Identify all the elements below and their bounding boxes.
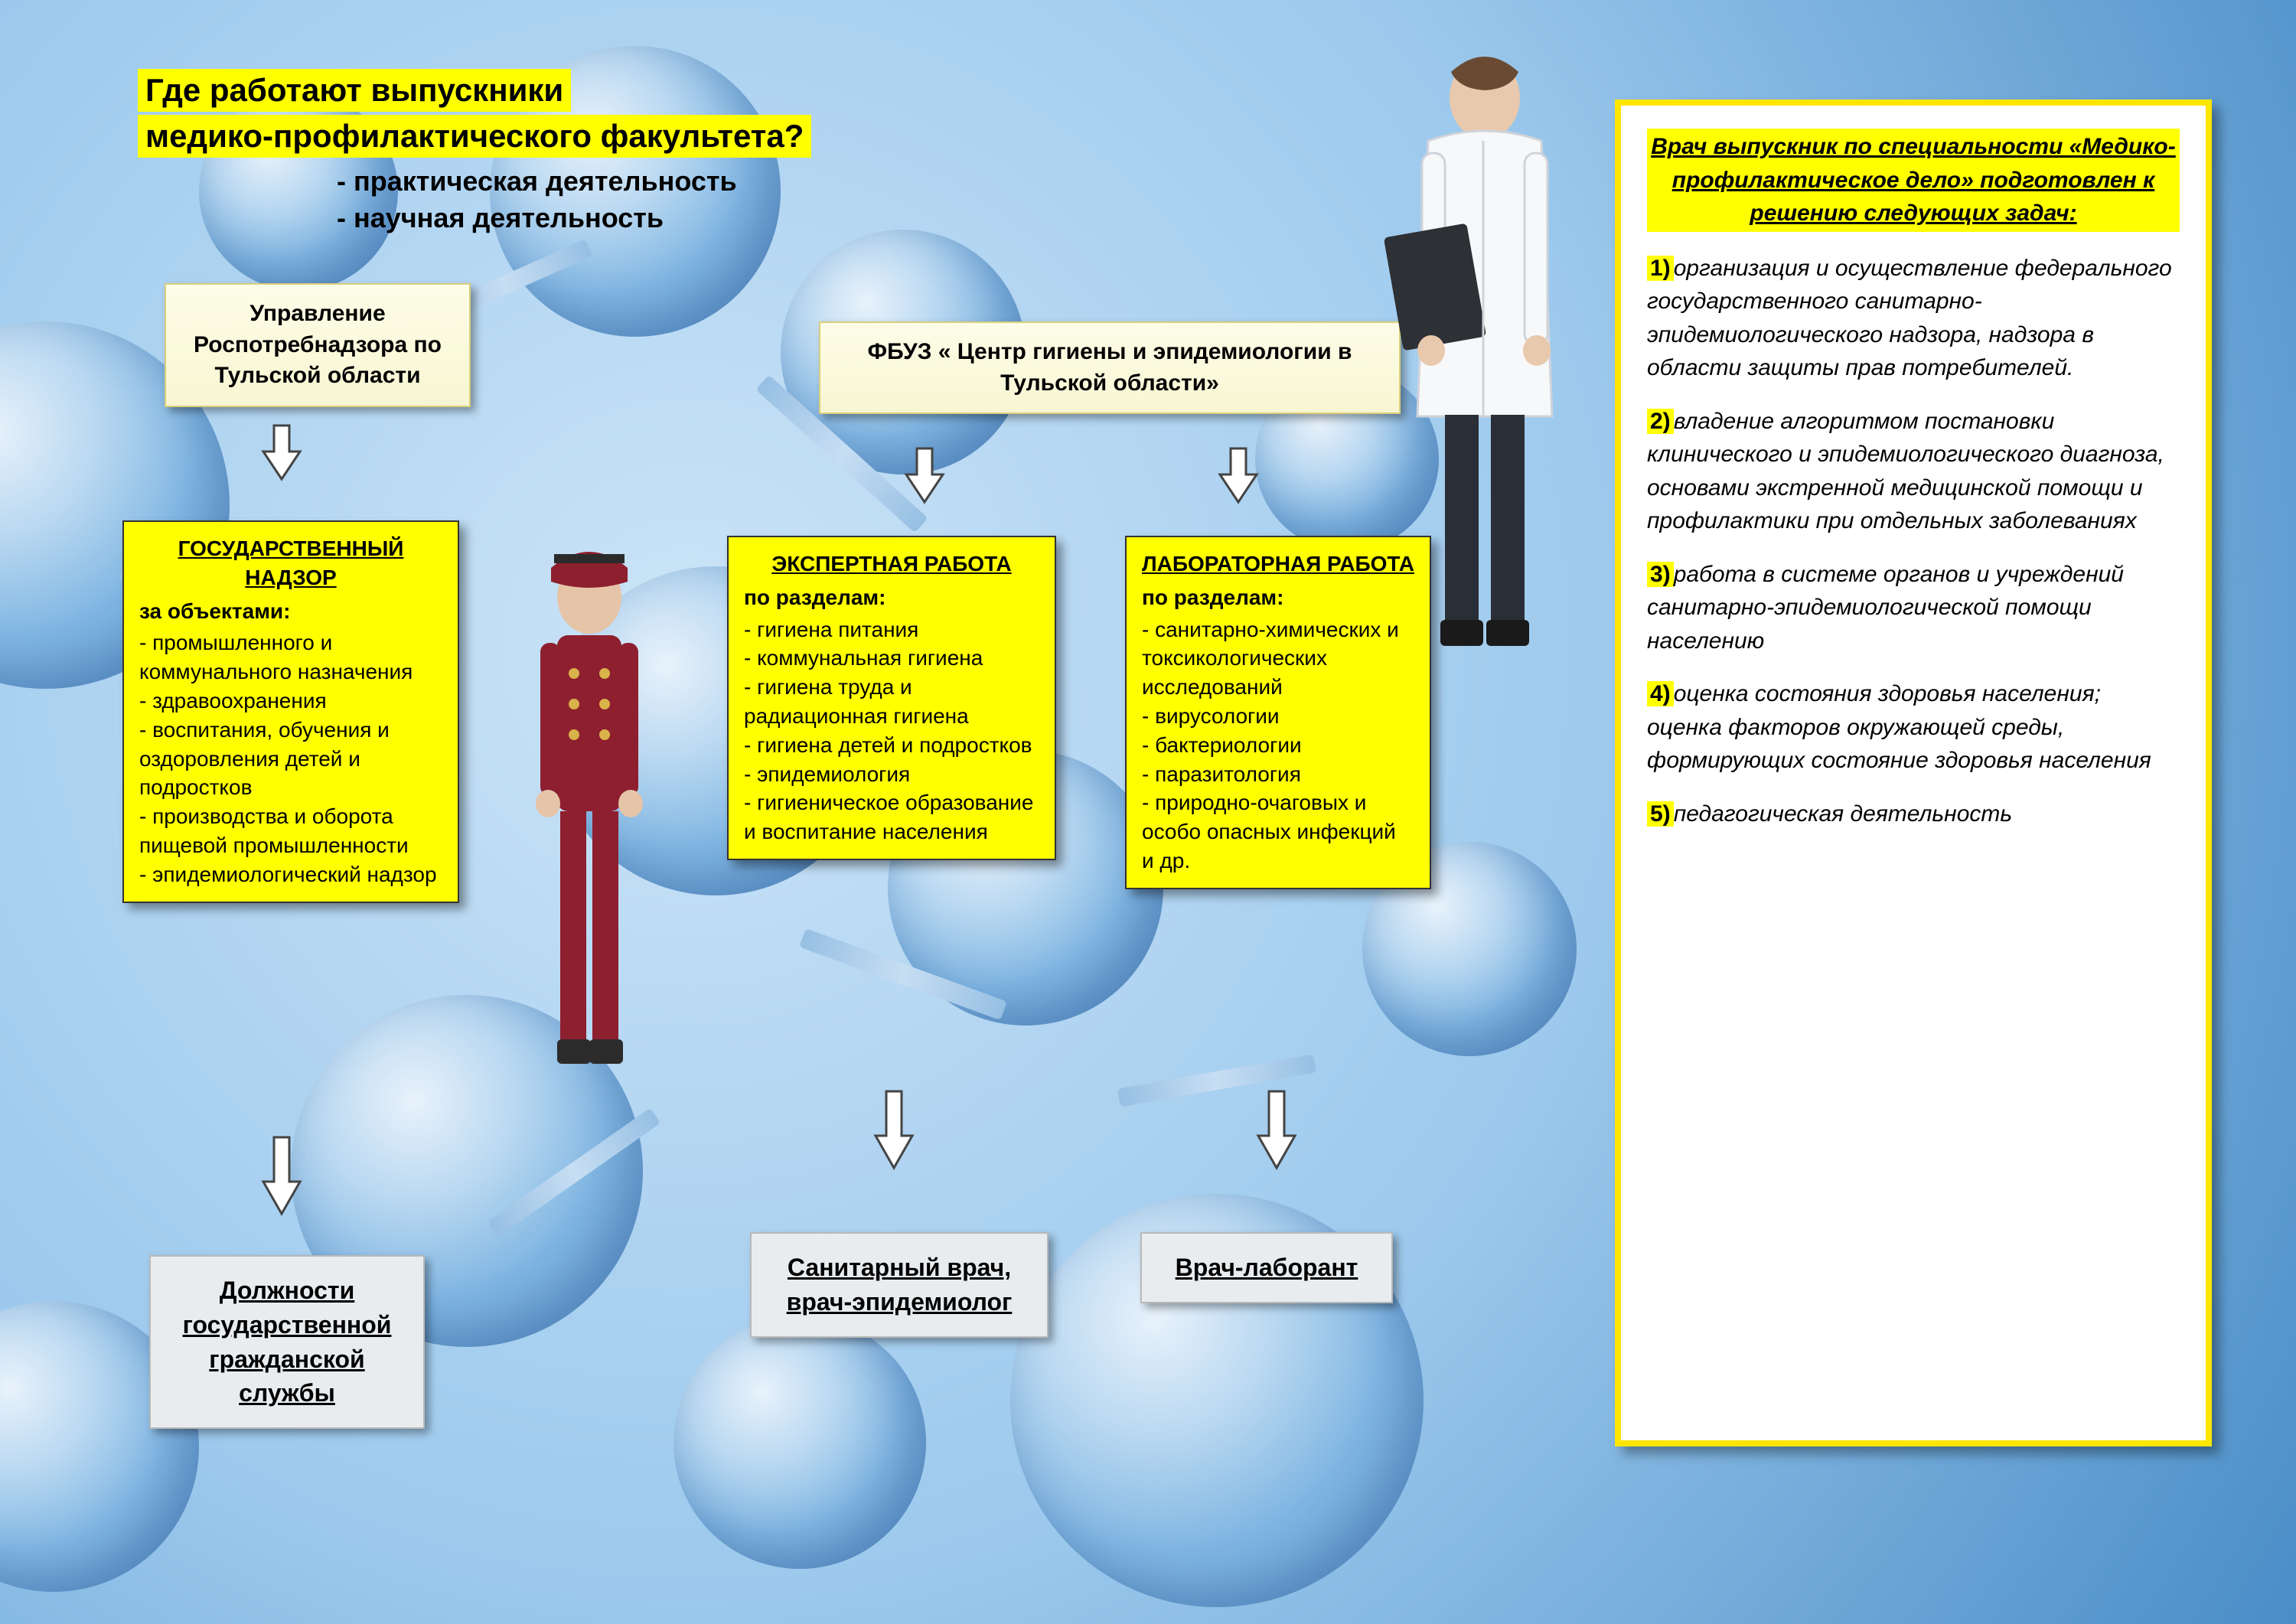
list-item: - гигиена детей и подростков <box>744 731 1039 760</box>
task-item: 1)организация и осуществление федерально… <box>1647 252 2180 385</box>
gos-nadzor-title: ГОСУДАРСТВЕННЫЙ НАДЗОР <box>139 534 442 592</box>
list-item: - бактериологии <box>1142 731 1414 760</box>
list-item: и др. <box>1142 846 1414 876</box>
arrow-down-icon <box>903 444 946 505</box>
list-item: - природно-очаговых и особо опасных инфе… <box>1142 788 1414 846</box>
org-box-right: ФБУЗ « Центр гигиены и эпидемиологии в Т… <box>819 321 1401 414</box>
right-panel-heading: Врач выпускник по специальности «Медико-… <box>1647 129 2180 232</box>
arrow-down-icon <box>260 421 303 482</box>
list-item: - воспитания, обучения и оздоровления де… <box>139 716 442 802</box>
arrow-down-icon <box>260 1133 303 1217</box>
expert-lead: по разделам: <box>744 583 1039 612</box>
arrow-down-icon <box>1255 1087 1298 1171</box>
subtitle-2: - научная деятельность <box>337 202 811 234</box>
result-lab: Врач-лаборант <box>1140 1232 1393 1303</box>
list-item: - промышленного и коммунального назначен… <box>139 628 442 686</box>
list-item: - эпидемиологический надзор <box>139 860 442 889</box>
result-san: Санитарный врач, врач-эпидемиолог <box>750 1232 1049 1338</box>
right-info-panel: Врач выпускник по специальности «Медико-… <box>1615 99 2212 1446</box>
list-item: - эпидемиология <box>744 760 1039 789</box>
subtitle-1: - практическая деятельность <box>337 165 811 197</box>
expert-box: ЭКСПЕРТНАЯ РАБОТА по разделам: - гигиена… <box>727 536 1056 860</box>
org-box-left: Управление Роспотребнадзора по Тульской … <box>165 283 471 407</box>
gos-nadzor-box: ГОСУДАРСТВЕННЫЙ НАДЗОР за объектами: - п… <box>122 520 459 903</box>
result-gos: Должности государственной гражданской сл… <box>149 1255 425 1429</box>
gos-nadzor-lead: за объектами: <box>139 597 442 626</box>
task-item: 2)владение алгоритмом постановки клиниче… <box>1647 405 2180 538</box>
list-item: - производства и оборота пищевой промышл… <box>139 802 442 860</box>
arrow-down-icon <box>872 1087 915 1171</box>
expert-title: ЭКСПЕРТНАЯ РАБОТА <box>744 549 1039 579</box>
list-item: - паразитология <box>1142 760 1414 789</box>
list-item: - гигиеническое образование и воспитание… <box>744 788 1039 846</box>
task-item: 5)педагогическая деятельность <box>1647 797 2180 831</box>
arrow-down-icon <box>1217 444 1260 505</box>
title-line-2: медико-профилактического факультета? <box>138 115 811 158</box>
task-item: 3)работа в системе органов и учреждений … <box>1647 558 2180 658</box>
list-item: - гигиена труда и радиационная гигиена <box>744 673 1039 731</box>
title-block: Где работают выпускники медико-профилакт… <box>138 69 811 234</box>
list-item: - коммунальная гигиена <box>744 644 1039 673</box>
inspector-figure <box>497 520 681 1102</box>
title-line-1: Где работают выпускники <box>138 69 571 112</box>
list-item: - вирусологии <box>1142 702 1414 731</box>
doctor-figure <box>1355 38 1615 681</box>
list-item: - здравоохранения <box>139 686 442 716</box>
task-item: 4)оценка состояния здоровья населения; о… <box>1647 677 2180 778</box>
list-item: - гигиена питания <box>744 615 1039 644</box>
